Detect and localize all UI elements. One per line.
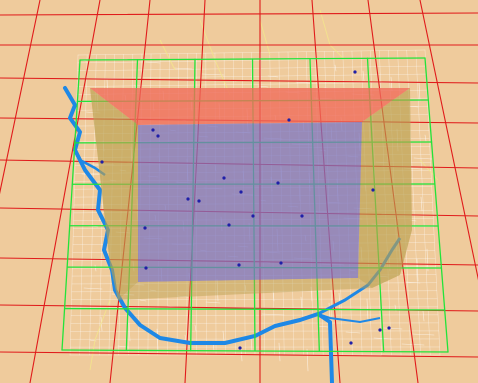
street-segment bbox=[173, 67, 193, 70]
sample-point-marker bbox=[239, 190, 243, 194]
sample-point-marker bbox=[156, 134, 160, 138]
sample-point-marker bbox=[287, 118, 291, 122]
street-segment bbox=[306, 348, 309, 372]
street-segment bbox=[139, 299, 147, 302]
street-segment bbox=[149, 289, 157, 292]
street-segment bbox=[250, 336, 253, 352]
street-segment bbox=[83, 287, 103, 290]
inner-grid-line-horizontal bbox=[63, 307, 446, 311]
street-segment bbox=[145, 61, 161, 64]
street-segment bbox=[405, 281, 421, 284]
street-segment bbox=[362, 70, 365, 82]
sample-point-marker bbox=[222, 176, 226, 180]
street-segment bbox=[156, 328, 159, 352]
sample-point-marker bbox=[349, 341, 353, 345]
minor-road bbox=[419, 159, 439, 181]
street-segment bbox=[205, 301, 221, 304]
sample-point-marker bbox=[353, 70, 357, 74]
volume-right-face bbox=[358, 88, 412, 288]
street-segment bbox=[420, 196, 423, 212]
sample-point-marker bbox=[387, 326, 391, 330]
inner-grid-line-horizontal bbox=[79, 57, 426, 61]
outer-grid-line-horizontal bbox=[0, 351, 478, 358]
sample-point-marker bbox=[238, 346, 242, 350]
street-line bbox=[415, 49, 431, 356]
street-segment bbox=[222, 330, 225, 342]
sample-point-marker bbox=[371, 188, 375, 192]
street-segment bbox=[295, 81, 311, 84]
street-segment bbox=[184, 334, 187, 342]
sample-point-marker bbox=[227, 223, 231, 227]
volume-left-face bbox=[90, 88, 138, 300]
minor-road bbox=[259, 19, 271, 56]
street-segment bbox=[94, 264, 97, 272]
street-segment bbox=[424, 134, 427, 142]
outer-grid-line-horizontal bbox=[0, 12, 478, 16]
street-segment bbox=[201, 73, 225, 76]
street-segment bbox=[278, 342, 281, 362]
sample-point-marker bbox=[276, 181, 280, 185]
minor-road bbox=[199, 19, 231, 96]
street-segment bbox=[418, 82, 421, 102]
street-segment bbox=[267, 75, 279, 78]
river-main-channel bbox=[63, 86, 334, 383]
sample-point-marker bbox=[378, 328, 382, 332]
inner-grid-line-vertical bbox=[61, 59, 81, 351]
sample-point-marker bbox=[279, 261, 283, 265]
outer-grid-line-vertical bbox=[419, 0, 478, 281]
street-segment bbox=[272, 290, 275, 302]
street-line bbox=[424, 49, 441, 356]
volume-box-layer bbox=[90, 88, 412, 300]
street-segment bbox=[100, 316, 103, 332]
street-segment bbox=[216, 278, 219, 302]
sample-point-marker bbox=[237, 263, 241, 267]
street-segment bbox=[334, 64, 337, 72]
street-segment bbox=[383, 327, 403, 330]
sample-point-marker bbox=[186, 197, 190, 201]
street-segment bbox=[244, 284, 247, 292]
street-segment bbox=[177, 295, 189, 298]
street-segment bbox=[310, 286, 313, 302]
street-segment bbox=[411, 333, 435, 336]
sample-point-marker bbox=[100, 160, 104, 164]
street-segment bbox=[261, 313, 285, 316]
street-segment bbox=[413, 157, 433, 160]
street-segment bbox=[317, 325, 329, 328]
street-segment bbox=[128, 322, 131, 342]
outer-grid-line-vertical bbox=[29, 0, 101, 383]
sample-point-marker bbox=[251, 214, 255, 218]
inner-grid-line-vertical bbox=[424, 57, 449, 353]
sample-point-marker bbox=[300, 214, 304, 218]
sample-point-marker bbox=[151, 128, 155, 132]
outer-grid-line-horizontal bbox=[0, 77, 478, 84]
sample-point-marker bbox=[144, 266, 148, 270]
volume-bottom-face bbox=[118, 278, 372, 300]
street-segment bbox=[422, 310, 425, 322]
sample-point-marker bbox=[143, 226, 147, 230]
volume-top-face bbox=[90, 88, 410, 125]
sample-point-marker bbox=[197, 199, 201, 203]
street-segment bbox=[194, 324, 197, 332]
volume-front-face bbox=[138, 122, 362, 282]
sample-points-layer bbox=[100, 70, 391, 350]
street-segment bbox=[345, 331, 361, 334]
street-segment bbox=[416, 258, 419, 282]
minor-road bbox=[89, 299, 111, 371]
outer-grid-line-vertical bbox=[0, 0, 41, 195]
inner-grid-line-horizontal bbox=[61, 349, 449, 353]
river-branch-east bbox=[317, 313, 381, 324]
